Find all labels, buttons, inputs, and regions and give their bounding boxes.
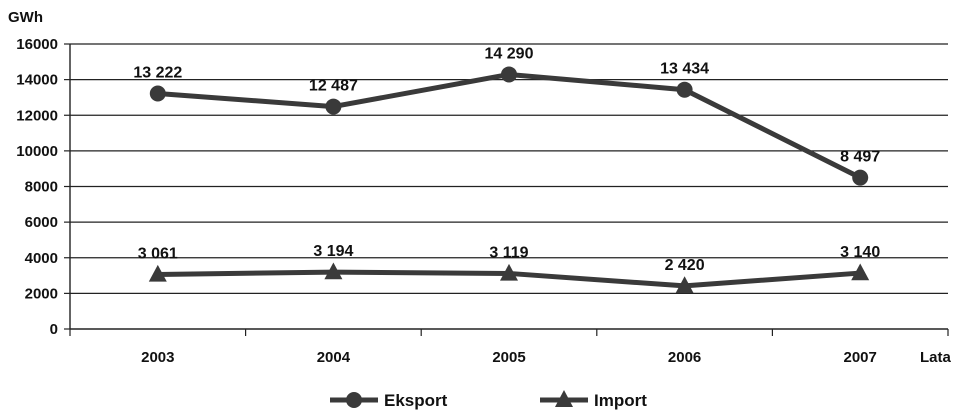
legend-triangle-marker: [555, 390, 573, 407]
import-data-label: 3 061: [138, 245, 178, 262]
y-tick-label: 14000: [16, 72, 58, 89]
import-data-label: 3 119: [489, 244, 528, 261]
import-point: [851, 263, 870, 281]
eksport-point: [852, 169, 869, 186]
x-axis-label: Lata: [920, 349, 952, 366]
x-tick-label: 2003: [141, 349, 174, 366]
eksport-line: [157, 71, 862, 180]
series-import: 3 061 3 194 3 119 2 420 3 140: [138, 243, 880, 294]
y-tick-label: 6000: [25, 214, 58, 231]
y-axis-ticks: 0 2000 4000 6000 8000 10000 12000 14000 16000: [16, 36, 58, 338]
import-data-label: 3 140: [840, 244, 880, 261]
import-point: [148, 264, 167, 282]
legend-item-import: Import: [540, 390, 647, 410]
axes: [64, 43, 949, 336]
x-tick-label: 2004: [317, 349, 351, 366]
y-tick-label: 0: [50, 321, 58, 338]
import-data-label: 3 194: [313, 243, 353, 260]
gridlines: [70, 43, 948, 294]
x-axis-ticks: 2003 2004 2005 2006 2007: [141, 349, 877, 366]
x-tick-label: 2006: [668, 349, 701, 366]
eksport-data-label: 13 434: [660, 61, 709, 78]
import-point: [675, 276, 694, 294]
import-point: [324, 262, 343, 280]
eksport-data-label: 14 290: [485, 45, 534, 62]
import-data-label: 2 420: [665, 257, 705, 274]
series-eksport: 13 222 12 487 14 290 13 434 8 497: [133, 45, 880, 186]
y-tick-label: 16000: [16, 36, 58, 53]
eksport-point: [676, 81, 693, 98]
legend-label: Eksport: [384, 391, 448, 410]
x-tick-label: 2005: [492, 349, 525, 366]
legend: Eksport Import: [330, 390, 647, 410]
y-tick-label: 2000: [25, 285, 58, 302]
legend-item-eksport: Eksport: [330, 391, 448, 410]
x-tick-label: 2007: [844, 349, 877, 366]
eksport-point: [149, 85, 166, 102]
y-tick-label: 10000: [16, 143, 58, 160]
import-point: [500, 263, 518, 281]
y-tick-label: 4000: [25, 250, 58, 267]
y-tick-label: 12000: [16, 107, 58, 124]
eksport-point: [325, 98, 342, 115]
eksport-data-label: 13 222: [133, 64, 182, 81]
eksport-data-label: 8 497: [840, 149, 880, 166]
y-axis-unit-label: GWh: [8, 9, 43, 26]
eksport-point: [501, 66, 517, 83]
legend-label: Import: [594, 391, 647, 410]
eksport-data-label: 12 487: [309, 78, 358, 95]
y-tick-label: 8000: [25, 179, 58, 196]
legend-circle-marker: [346, 392, 362, 408]
